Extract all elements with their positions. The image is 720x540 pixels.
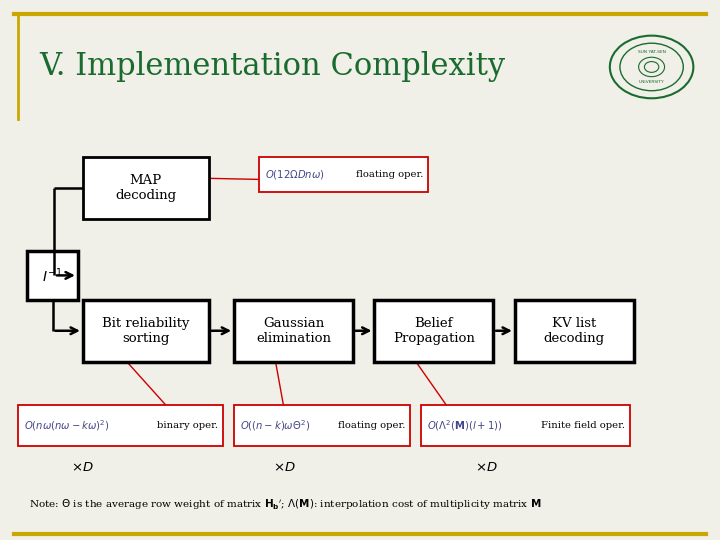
Text: $I^{-1}$: $I^{-1}$: [42, 266, 63, 285]
Text: $O((n-k)\omega\Theta^2)$: $O((n-k)\omega\Theta^2)$: [240, 418, 310, 433]
Text: Gaussian
elimination: Gaussian elimination: [256, 317, 331, 345]
FancyBboxPatch shape: [421, 405, 630, 446]
Text: floating oper.: floating oper.: [338, 421, 405, 430]
Text: $\times D$: $\times D$: [273, 461, 296, 474]
Text: SUN YAT-SEN: SUN YAT-SEN: [638, 50, 665, 54]
Text: $\times D$: $\times D$: [71, 461, 94, 474]
FancyBboxPatch shape: [234, 405, 410, 446]
Text: floating oper.: floating oper.: [356, 170, 423, 179]
FancyBboxPatch shape: [515, 300, 634, 362]
Text: Note: $\Theta$ is the average row weight of matrix $\mathbf{H_b}^{\prime}$; $\La: Note: $\Theta$ is the average row weight…: [29, 498, 541, 512]
Text: $O(\Lambda^2(\mathbf{M})(l+1))$: $O(\Lambda^2(\mathbf{M})(l+1))$: [427, 418, 503, 433]
Text: binary oper.: binary oper.: [157, 421, 218, 430]
FancyBboxPatch shape: [83, 300, 209, 362]
Text: V. Implementation Complexity: V. Implementation Complexity: [40, 51, 505, 83]
FancyBboxPatch shape: [259, 157, 428, 192]
Text: $\times D$: $\times D$: [474, 461, 498, 474]
FancyBboxPatch shape: [83, 157, 209, 219]
Text: Belief
Propagation: Belief Propagation: [393, 317, 474, 345]
Text: Finite field oper.: Finite field oper.: [541, 421, 625, 430]
FancyBboxPatch shape: [374, 300, 493, 362]
FancyBboxPatch shape: [27, 251, 78, 300]
FancyBboxPatch shape: [234, 300, 353, 362]
FancyBboxPatch shape: [18, 405, 223, 446]
Text: UNIVERSITY: UNIVERSITY: [639, 80, 665, 84]
Text: $O(12\Omega Dn\omega)$: $O(12\Omega Dn\omega)$: [265, 167, 325, 181]
Text: KV list
decoding: KV list decoding: [544, 317, 605, 345]
Text: $O(n\omega(n\omega - k\omega)^2)$: $O(n\omega(n\omega - k\omega)^2)$: [24, 418, 109, 433]
Text: MAP
decoding: MAP decoding: [115, 174, 176, 201]
Text: Bit reliability
sorting: Bit reliability sorting: [102, 317, 189, 345]
